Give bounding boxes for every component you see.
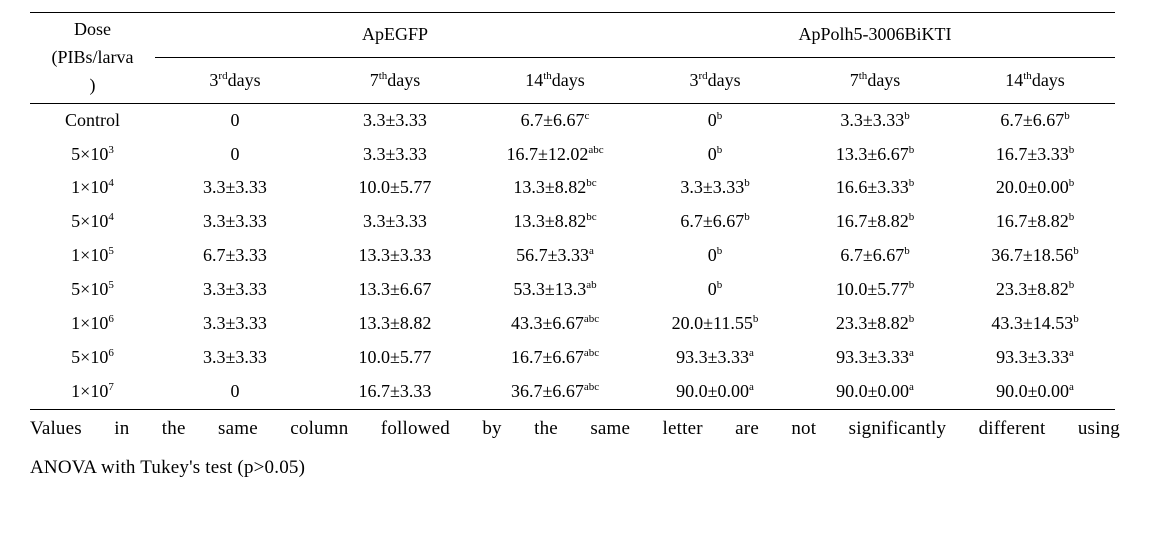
dose-header-line1: Dose [74,19,111,39]
value-cell: 16.7±6.67abc [475,341,635,375]
dose-cell: 1×104 [30,171,155,205]
table-header: Dose (PIBs/larva ) ApEGFP ApPolh5-3006Bi… [30,13,1115,104]
table-footnote: Values in the same column followed by th… [30,410,1120,488]
value-cell: 56.7±3.33a [475,239,635,273]
value-cell: 43.3±6.67abc [475,307,635,341]
dose-header: Dose (PIBs/larva ) [30,13,155,104]
table-row: 5×1063.3±3.3310.0±5.7716.7±6.67abc93.3±3… [30,341,1115,375]
value-cell: 53.3±13.3ab [475,273,635,307]
value-cell: 16.7±3.33 [315,375,475,409]
subcol-header-3: 3rddays [635,58,795,103]
value-cell: 6.7±3.33 [155,239,315,273]
value-cell: 16.6±3.33b [795,171,955,205]
value-cell: 36.7±6.67abc [475,375,635,409]
dose-cell: Control [30,103,155,137]
table-row: 1×1063.3±3.3313.3±8.8243.3±6.67abc20.0±1… [30,307,1115,341]
dose-cell: 5×105 [30,273,155,307]
table-row: 1×107016.7±3.3336.7±6.67abc90.0±0.00a90.… [30,375,1115,409]
subcol-header-2: 14thdays [475,58,635,103]
value-cell: 13.3±8.82bc [475,171,635,205]
group-header-apegfp: ApEGFP [155,13,635,58]
value-cell: 3.3±3.33 [155,341,315,375]
value-cell: 0 [155,375,315,409]
value-cell: 16.7±8.82b [955,205,1115,239]
value-cell: 3.3±3.33 [155,171,315,205]
value-cell: 0b [635,273,795,307]
footnote-line2: ANOVA with Tukey's test (p>0.05) [30,457,305,478]
subcol-header-5: 14thdays [955,58,1115,103]
dose-cell: 1×106 [30,307,155,341]
value-cell: 90.0±0.00a [795,375,955,409]
value-cell: 20.0±11.55b [635,307,795,341]
value-cell: 3.3±3.33 [155,273,315,307]
subcol-header-0: 3rddays [155,58,315,103]
value-cell: 36.7±18.56b [955,239,1115,273]
value-cell: 6.7±6.67b [635,205,795,239]
dose-header-line3: ) [90,75,96,95]
value-cell: 16.7±8.82b [795,205,955,239]
table-row: 5×1053.3±3.3313.3±6.6753.3±13.3ab0b10.0±… [30,273,1115,307]
value-cell: 3.3±3.33 [315,205,475,239]
value-cell: 3.3±3.33 [155,205,315,239]
value-cell: 90.0±0.00a [635,375,795,409]
value-cell: 6.7±6.67b [955,103,1115,137]
value-cell: 10.0±5.77 [315,171,475,205]
value-cell: 6.7±6.67c [475,103,635,137]
value-cell: 13.3±6.67b [795,138,955,172]
value-cell: 3.3±3.33 [315,103,475,137]
value-cell: 0b [635,103,795,137]
dose-cell: 5×103 [30,138,155,172]
value-cell: 13.3±8.82bc [475,205,635,239]
value-cell: 3.3±3.33b [795,103,955,137]
dose-header-line2: (PIBs/larva [52,47,134,67]
table-row: 1×1056.7±3.3313.3±3.3356.7±3.33a0b6.7±6.… [30,239,1115,273]
value-cell: 0b [635,138,795,172]
value-cell: 0b [635,239,795,273]
footnote-line1: Values in the same column followed by th… [30,410,1120,449]
subcol-header-4: 7thdays [795,58,955,103]
dose-cell: 5×106 [30,341,155,375]
dose-cell: 5×104 [30,205,155,239]
value-cell: 10.0±5.77b [795,273,955,307]
value-cell: 16.7±3.33b [955,138,1115,172]
table-row: 5×1043.3±3.333.3±3.3313.3±8.82bc6.7±6.67… [30,205,1115,239]
table-row: 5×10303.3±3.3316.7±12.02abc0b13.3±6.67b1… [30,138,1115,172]
value-cell: 13.3±3.33 [315,239,475,273]
dose-cell: 1×105 [30,239,155,273]
value-cell: 3.3±3.33b [635,171,795,205]
value-cell: 3.3±3.33 [315,138,475,172]
table-row: 1×1043.3±3.3310.0±5.7713.3±8.82bc3.3±3.3… [30,171,1115,205]
value-cell: 10.0±5.77 [315,341,475,375]
dose-cell: 1×107 [30,375,155,409]
value-cell: 93.3±3.33a [795,341,955,375]
value-cell: 93.3±3.33a [635,341,795,375]
subheader-row: 3rddays7thdays14thdays3rddays7thdays14th… [30,58,1115,103]
group-header-appolh5: ApPolh5-3006BiKTI [635,13,1115,58]
value-cell: 3.3±3.33 [155,307,315,341]
value-cell: 23.3±8.82b [955,273,1115,307]
value-cell: 6.7±6.67b [795,239,955,273]
value-cell: 90.0±0.00a [955,375,1115,409]
value-cell: 0 [155,138,315,172]
value-cell: 0 [155,103,315,137]
subcol-header-1: 7thdays [315,58,475,103]
value-cell: 93.3±3.33a [955,341,1115,375]
value-cell: 13.3±6.67 [315,273,475,307]
value-cell: 20.0±0.00b [955,171,1115,205]
mortality-table: Dose (PIBs/larva ) ApEGFP ApPolh5-3006Bi… [30,12,1115,410]
value-cell: 23.3±8.82b [795,307,955,341]
value-cell: 43.3±14.53b [955,307,1115,341]
table-body: Control03.3±3.336.7±6.67c0b3.3±3.33b6.7±… [30,103,1115,409]
value-cell: 16.7±12.02abc [475,138,635,172]
value-cell: 13.3±8.82 [315,307,475,341]
table-row: Control03.3±3.336.7±6.67c0b3.3±3.33b6.7±… [30,103,1115,137]
